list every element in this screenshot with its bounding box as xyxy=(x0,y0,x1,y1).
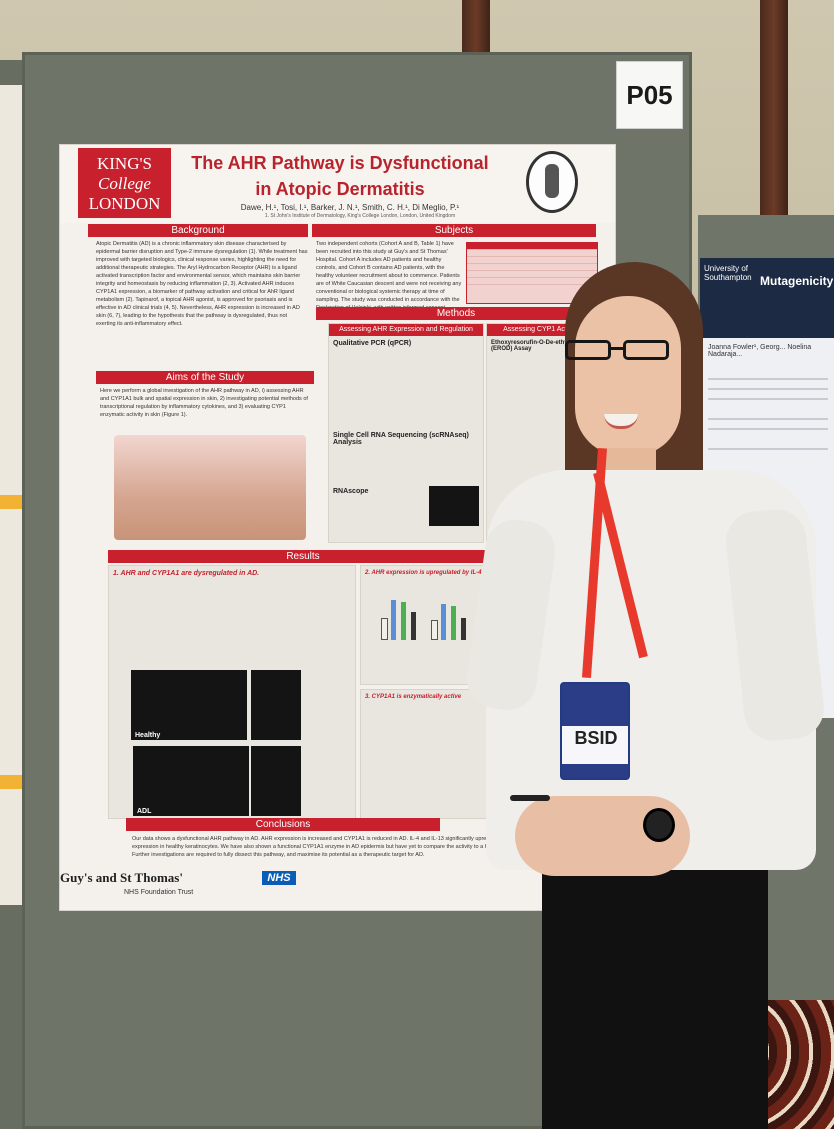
research-poster: KING'S College LONDON The AHR Pathway is… xyxy=(60,145,615,910)
poster-title: The AHR Pathway is Dysfunctional in Atop… xyxy=(191,153,489,199)
southampton-logo: University of Southampton xyxy=(704,264,752,282)
results-3-heading: 3. CYP1A1 is enzymatically active xyxy=(365,694,462,700)
rnascope-heading: RNAscope xyxy=(333,488,369,495)
label-healthy: Healthy xyxy=(135,732,161,739)
healthy-micrograph xyxy=(131,670,247,740)
erod-heading: Ethoxyresorufin-O-De-ethylase (EROD) Ass… xyxy=(491,340,580,352)
black-trousers xyxy=(542,850,768,1129)
qpcr-heading: Qualitative PCR (qPCR) xyxy=(333,340,412,347)
bracelet xyxy=(510,795,550,801)
neighbor-title: Mutagenicity xyxy=(760,274,834,288)
results-2-heading: 2. AHR expression is upregulated by IL-4 xyxy=(365,570,482,576)
nhs-logo: NHS xyxy=(262,871,296,885)
adl-micrograph xyxy=(133,746,249,816)
section-subjects: Subjects xyxy=(312,224,596,237)
scrna-heading: Single Cell RNA Sequencing (scRNAseq) An… xyxy=(333,432,469,446)
kcl-logo: KING'S College LONDON xyxy=(78,148,171,218)
board-number-tag: P05 xyxy=(616,61,683,129)
curtain-right xyxy=(760,0,788,215)
section-results: Results xyxy=(108,550,498,563)
cohort-table xyxy=(466,242,598,304)
adl-zoom xyxy=(251,746,301,816)
neighbor-authors: Joanna Fowler¹, Georg... Noelina Nadaraj… xyxy=(708,344,812,358)
seal-logo xyxy=(526,151,578,213)
conclusions-text: Our data shows a dysfunctional AHR pathw… xyxy=(132,836,521,858)
poster-authors: Dawe, H.¹, Tosi, I.¹, Barker, J. N.¹, Sm… xyxy=(240,203,460,212)
results-panel-1: 1. AHR and CYP1A1 are dysregulated in AD… xyxy=(108,565,356,819)
section-background: Background xyxy=(88,224,308,237)
section-methods: Methods xyxy=(316,307,596,320)
poster-header: KING'S College LONDON The AHR Pathway is… xyxy=(60,145,615,223)
background-text: Atopic Dermatitis (AD) is a chronic infl… xyxy=(96,241,308,327)
label-adl: ADL xyxy=(137,808,152,815)
footer-trust: NHS Foundation Trust xyxy=(124,889,194,896)
section-conclusions: Conclusions xyxy=(126,818,440,831)
glasses xyxy=(565,340,683,364)
results-panel-3: 3. CYP1A1 is enzymatically active xyxy=(360,689,498,819)
rnascope-image xyxy=(429,486,479,526)
section-aims: Aims of the Study xyxy=(96,371,314,384)
wristwatch xyxy=(643,808,675,842)
methods-left-panel: Assessing AHR Expression and Regulation … xyxy=(328,323,484,543)
footer-org: Guy's and St Thomas' xyxy=(60,870,183,885)
name-badge: BSID xyxy=(560,682,630,780)
results-1-heading: 1. AHR and CYP1A1 are dysregulated in AD… xyxy=(113,570,260,577)
aims-text: Here we perform a global investigation o… xyxy=(100,388,308,418)
presenter-face xyxy=(575,296,681,456)
bar-chart xyxy=(381,590,481,640)
aims-figure xyxy=(114,435,306,540)
smile xyxy=(604,414,638,429)
poster-affiliation: 1. St John's Institute of Dermatology, K… xyxy=(264,213,456,219)
healthy-zoom xyxy=(251,670,301,740)
